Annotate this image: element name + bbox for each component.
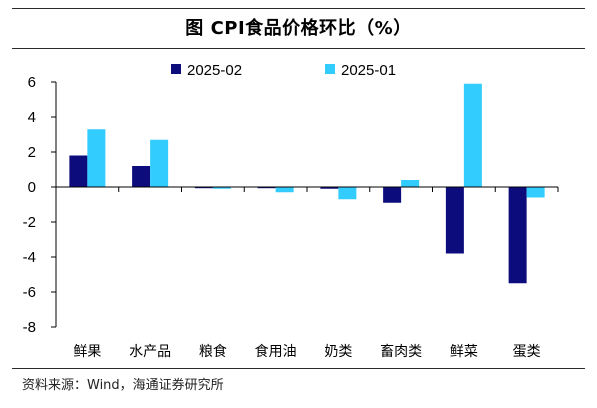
bar-2025-02-水产品 <box>132 166 151 187</box>
legend-swatch-2025-02 <box>171 64 181 74</box>
bar-2025-02-畜肉类 <box>383 187 402 203</box>
legend-label-2025-02: 2025-02 <box>187 62 242 79</box>
y-axis: 6 4 2 0 -2 -4 -6 -8 <box>23 74 57 336</box>
bar-2025-01-奶类 <box>338 187 357 200</box>
source-note: 资料来源：Wind，海通证券研究所 <box>22 378 224 393</box>
x-category-label: 鲜果 <box>73 344 101 360</box>
x-category-label: 水产品 <box>129 344 171 360</box>
title-rule <box>12 48 585 49</box>
legend-label-2025-01: 2025-01 <box>341 62 396 79</box>
bar-2025-01-畜肉类 <box>401 180 420 187</box>
y-tick-label: 2 <box>28 144 36 161</box>
y-tick-label: -8 <box>23 319 36 336</box>
legend-swatch-2025-01 <box>325 64 335 74</box>
x-category-label: 畜肉类 <box>380 344 422 360</box>
bars <box>69 83 545 284</box>
bar-2025-02-蛋类 <box>508 187 527 284</box>
legend: 2025-02 2025-01 <box>171 62 396 79</box>
bar-2025-01-食用油 <box>275 187 294 193</box>
bar-2025-02-鲜菜 <box>445 187 464 254</box>
x-category-label: 奶类 <box>324 344 352 360</box>
x-axis: 鲜果 水产品 粮食 食用油 奶类 畜肉类 鲜菜 蛋类 <box>56 186 559 360</box>
top-rule <box>12 8 585 9</box>
bar-2025-01-蛋类 <box>526 187 545 198</box>
bar-2025-01-鲜菜 <box>463 83 482 187</box>
y-tick-label: 6 <box>28 74 36 91</box>
x-category-label: 粮食 <box>199 343 227 360</box>
bar-2025-02-粮食 <box>194 187 213 189</box>
bar-2025-02-鲜果 <box>69 155 88 187</box>
x-category-label: 鲜菜 <box>450 344 478 360</box>
bar-2025-01-水产品 <box>150 139 169 187</box>
bar-2025-01-鲜果 <box>87 129 106 187</box>
x-category-label: 蛋类 <box>513 344 541 360</box>
y-tick-label: -6 <box>23 284 36 301</box>
y-tick-label: 0 <box>28 179 36 196</box>
bottom-rule <box>12 368 585 369</box>
y-tick-label: -4 <box>23 249 36 266</box>
x-category-label: 食用油 <box>255 343 297 360</box>
y-tick-label: -2 <box>23 214 36 231</box>
bar-2025-01-粮食 <box>212 187 231 189</box>
bar-2025-02-食用油 <box>257 187 276 189</box>
chart-title: 图 CPI食品价格环比（%） <box>185 18 412 39</box>
y-tick-label: 4 <box>28 109 36 126</box>
bar-2025-02-奶类 <box>320 187 339 189</box>
